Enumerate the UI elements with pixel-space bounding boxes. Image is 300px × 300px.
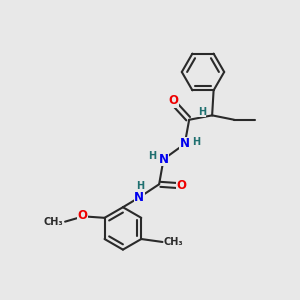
Text: CH₃: CH₃	[44, 217, 64, 227]
Text: O: O	[168, 94, 178, 107]
Text: O: O	[177, 179, 187, 192]
Text: H: H	[136, 181, 145, 191]
Text: N: N	[134, 191, 144, 204]
Text: N: N	[158, 153, 169, 166]
Text: H: H	[192, 136, 200, 147]
Text: O: O	[78, 209, 88, 222]
Text: N: N	[180, 137, 190, 150]
Text: H: H	[198, 107, 206, 117]
Text: CH₃: CH₃	[164, 237, 184, 247]
Text: H: H	[148, 151, 156, 161]
